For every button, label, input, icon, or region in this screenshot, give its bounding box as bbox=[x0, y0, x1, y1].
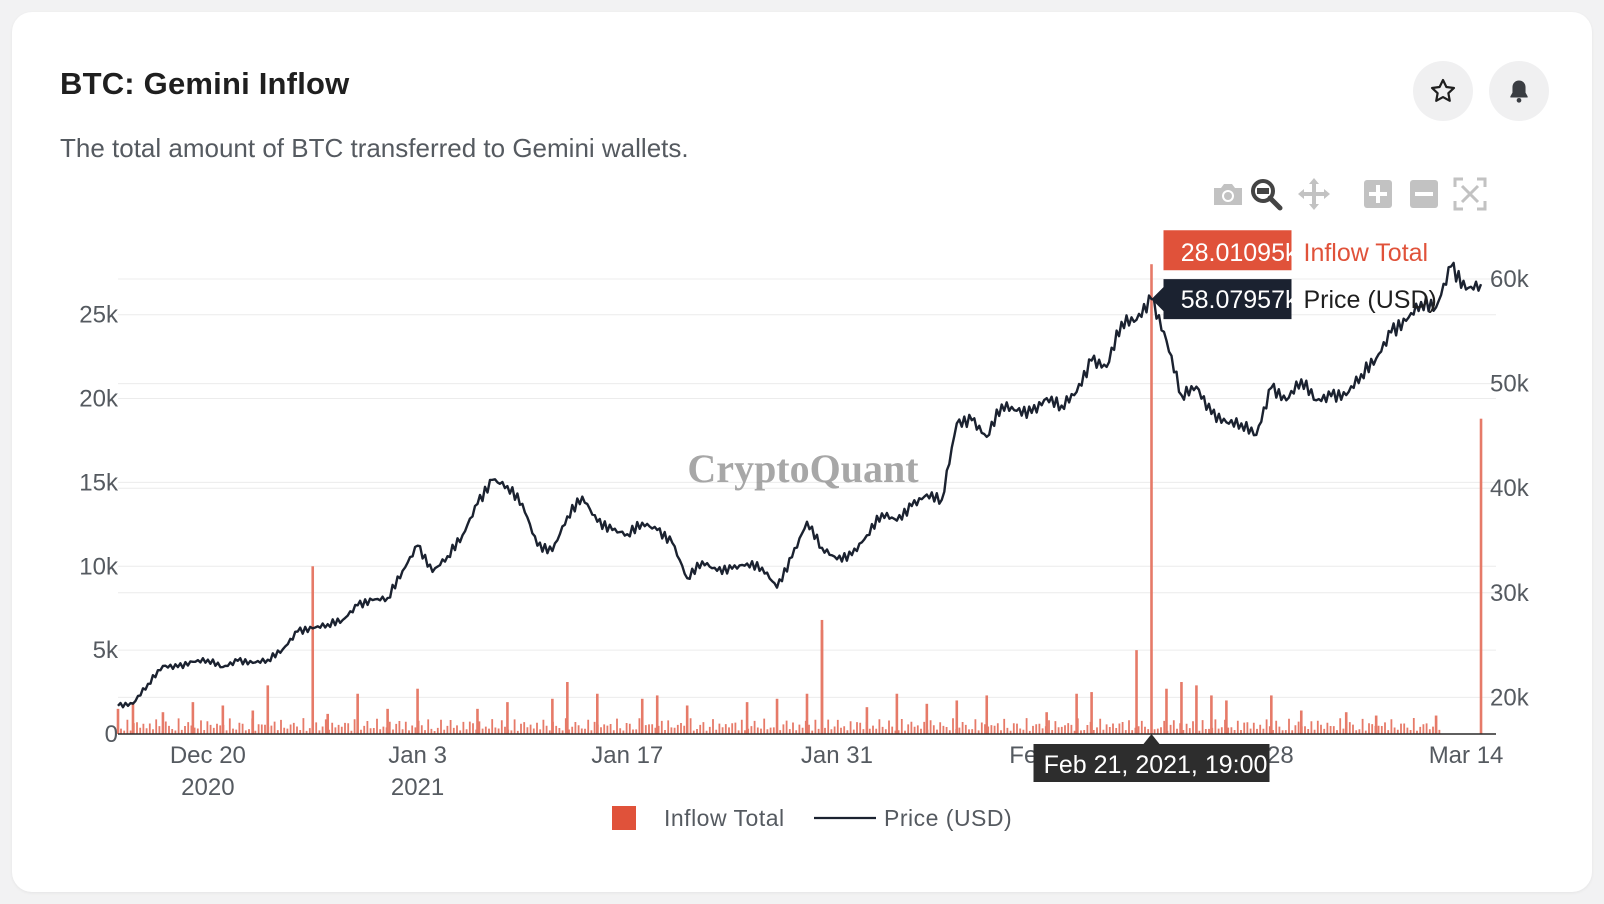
y-tick-label-left: 20k bbox=[79, 386, 119, 413]
bar-inflow-total bbox=[1210, 695, 1213, 734]
zoom-in-icon[interactable] bbox=[1360, 176, 1396, 212]
pan-icon[interactable] bbox=[1296, 176, 1332, 212]
bar-inflow-total bbox=[1045, 712, 1048, 734]
bar-inflow-total bbox=[161, 712, 165, 734]
x-tick-label: Jan 3 bbox=[388, 742, 447, 769]
bar-inflow-total bbox=[266, 685, 270, 734]
bar-inflow-total bbox=[925, 703, 929, 734]
tooltip-inflow-value: 28.01095k bbox=[1181, 239, 1298, 267]
bar-inflow-total bbox=[685, 705, 689, 734]
bar-inflow-total bbox=[506, 702, 509, 734]
x-tick-label: Jan 31 bbox=[801, 742, 873, 769]
x-tick-sublabel: 2021 bbox=[391, 774, 444, 801]
bar-inflow-total bbox=[1299, 710, 1303, 734]
bell-icon bbox=[1510, 80, 1528, 103]
chart-card bbox=[12, 12, 1592, 892]
bar-inflow-total bbox=[640, 698, 644, 734]
page-title: BTC: Gemini Inflow bbox=[60, 66, 350, 101]
tooltip-inflow-name: Inflow Total bbox=[1304, 239, 1429, 267]
x-tick-sublabel: 2020 bbox=[181, 774, 234, 801]
tooltip-price-value: 58.07957k bbox=[1181, 286, 1298, 314]
bar-inflow-total bbox=[1195, 685, 1198, 734]
bar-inflow-total bbox=[221, 705, 225, 734]
tooltip-price-box bbox=[1151, 279, 1292, 320]
bar-inflow-total bbox=[566, 682, 569, 734]
bar-inflow-total bbox=[805, 693, 809, 734]
alert-button[interactable] bbox=[1489, 61, 1549, 121]
y-tick-label-right: 60k bbox=[1490, 266, 1530, 293]
bar-inflow-total bbox=[116, 708, 120, 734]
tooltip-date-box bbox=[1033, 734, 1270, 782]
bar-inflow-total bbox=[865, 707, 869, 734]
bar-inflow-total bbox=[191, 702, 195, 734]
y-tick-label-left: 10k bbox=[79, 553, 119, 580]
x-tick-label: Jan 17 bbox=[591, 742, 663, 769]
camera-icon[interactable] bbox=[1210, 176, 1246, 212]
tooltip-inflow-box bbox=[1151, 230, 1292, 271]
bar-inflow-total bbox=[985, 695, 989, 734]
bar-inflow-total bbox=[1225, 700, 1228, 734]
bar-inflow-total bbox=[596, 693, 599, 734]
bar-inflow-total bbox=[311, 566, 315, 734]
bar-inflow-total bbox=[1374, 715, 1378, 734]
y-tick-label-right: 50k bbox=[1490, 371, 1530, 398]
y-tick-label-left: 25k bbox=[79, 302, 119, 329]
legend-label-price[interactable]: Price (USD) bbox=[884, 805, 1012, 831]
legend-label-inflow[interactable]: Inflow Total bbox=[664, 805, 785, 831]
bar-inflow-total bbox=[1165, 688, 1168, 734]
x-tick-label: Mar 14 bbox=[1429, 742, 1504, 769]
series-line-price bbox=[117, 261, 1483, 709]
bar-inflow-total bbox=[775, 698, 779, 734]
bar-inflow-total bbox=[655, 695, 659, 734]
watermark: CryptoQuant bbox=[687, 446, 919, 491]
bar-inflow-total bbox=[551, 698, 554, 734]
zoom-out-icon[interactable] bbox=[1406, 176, 1442, 212]
chart-modebar bbox=[1210, 176, 1530, 216]
bar-inflow-total bbox=[1135, 650, 1138, 734]
star-icon bbox=[1430, 78, 1456, 102]
y-tick-label-left: 0 bbox=[105, 721, 118, 748]
bar-inflow-total bbox=[386, 708, 389, 734]
y-tick-label-left: 15k bbox=[79, 469, 119, 496]
bar-inflow-total bbox=[1090, 692, 1093, 734]
bar-inflow-total bbox=[356, 693, 359, 734]
zoom-icon[interactable] bbox=[1248, 176, 1284, 212]
x-tick-label: Dec 20 bbox=[170, 742, 246, 769]
bar-inflow-baseline bbox=[120, 718, 1441, 734]
bar-inflow-total bbox=[1075, 693, 1078, 734]
favorite-button[interactable] bbox=[1413, 61, 1473, 121]
y-tick-label-left: 5k bbox=[93, 637, 119, 664]
bar-inflow-total bbox=[1479, 418, 1483, 734]
y-tick-label-right: 40k bbox=[1490, 475, 1530, 502]
chart-description: The total amount of BTC transferred to G… bbox=[60, 133, 689, 163]
bar-inflow-total bbox=[326, 713, 329, 734]
bar-inflow-total bbox=[1344, 712, 1348, 734]
bar-inflow-total bbox=[416, 688, 419, 734]
y-tick-label-right: 30k bbox=[1490, 580, 1530, 607]
tooltip-date: Feb 21, 2021, 19:00 bbox=[1044, 751, 1268, 779]
bar-inflow-total bbox=[476, 708, 479, 734]
bar-inflow-total bbox=[131, 702, 135, 734]
tooltip-price-name: Price (USD) bbox=[1304, 286, 1437, 314]
legend-swatch-inflow[interactable] bbox=[612, 806, 636, 830]
autoscale-icon[interactable] bbox=[1452, 176, 1488, 212]
bar-inflow-total bbox=[1180, 682, 1183, 734]
y-tick-label-right: 20k bbox=[1490, 684, 1530, 711]
bar-inflow-total bbox=[1270, 695, 1273, 734]
bar-inflow-total bbox=[745, 702, 749, 734]
bar-inflow-total bbox=[895, 693, 899, 734]
bar-inflow-total bbox=[1150, 264, 1153, 734]
bar-inflow-total bbox=[820, 630, 824, 734]
bar-inflow-total bbox=[955, 700, 959, 734]
